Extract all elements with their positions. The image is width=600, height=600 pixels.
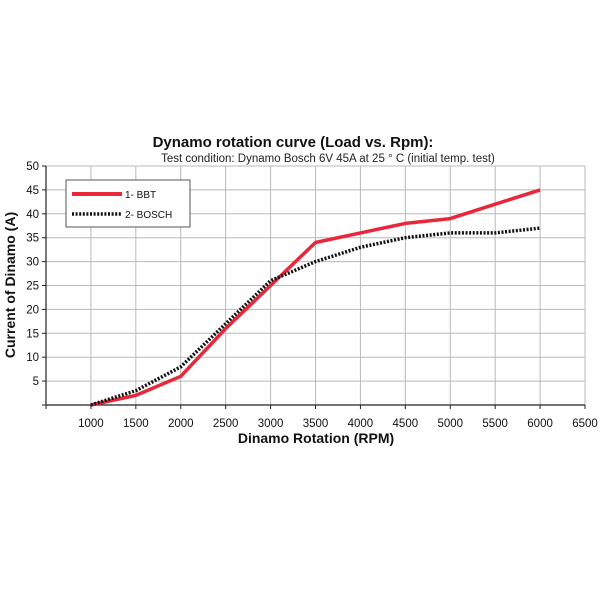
legend-label-bbt: 1- BBT bbox=[125, 190, 156, 201]
y-tick-label: 20 bbox=[26, 304, 39, 316]
x-tick-label: 3500 bbox=[303, 418, 329, 430]
legend-box bbox=[65, 179, 191, 228]
x-tick-label: 6500 bbox=[572, 418, 598, 430]
y-tick-label: 45 bbox=[26, 185, 39, 197]
y-tick-label: 25 bbox=[26, 281, 39, 293]
y-axis-title: Current of Dinamo (A) bbox=[2, 212, 18, 358]
x-tick-label: 5500 bbox=[482, 418, 508, 430]
series-layer bbox=[90, 188, 541, 407]
series-line-bbt bbox=[90, 188, 541, 407]
x-tick-label: 3000 bbox=[258, 418, 284, 430]
x-tick-label: 4000 bbox=[348, 418, 374, 430]
x-tick-label: 4500 bbox=[393, 418, 419, 430]
chart-subtitle: Test condition: Dynamo Bosch 6V 45A at 2… bbox=[161, 153, 495, 165]
y-tick-label: 10 bbox=[26, 352, 39, 364]
y-tick-labels: 5 10 15 20 25 30 35 40 45 50 bbox=[26, 161, 39, 388]
x-tick-label: 2000 bbox=[168, 418, 194, 430]
x-tick-label: 1500 bbox=[123, 418, 149, 430]
y-tick-label: 35 bbox=[26, 233, 39, 245]
legend: 1- BBT 2- BOSCH bbox=[65, 179, 191, 228]
x-axis-title: Dinamo Rotation (RPM) bbox=[238, 430, 394, 446]
y-tick-label: 30 bbox=[26, 257, 39, 269]
x-tick-label: 2500 bbox=[213, 418, 239, 430]
axes bbox=[42, 165, 586, 409]
x-tick-label: 6000 bbox=[527, 418, 553, 430]
chart-title: Dynamo rotation curve (Load vs. Rpm): bbox=[153, 134, 434, 151]
y-tick-label: 5 bbox=[33, 376, 39, 388]
x-tick-label: 1000 bbox=[78, 418, 104, 430]
y-tick-label: 50 bbox=[26, 161, 39, 173]
y-tick-label: 15 bbox=[26, 328, 39, 340]
legend-label-bosch: 2- BOSCH bbox=[125, 210, 172, 221]
x-tick-labels: 1000 1500 2000 2500 3000 3500 4000 4500 5000 5500… bbox=[78, 418, 598, 430]
y-tick-label: 40 bbox=[26, 209, 39, 221]
series-line-bosch bbox=[90, 226, 541, 407]
x-tick-label: 5000 bbox=[437, 418, 463, 430]
